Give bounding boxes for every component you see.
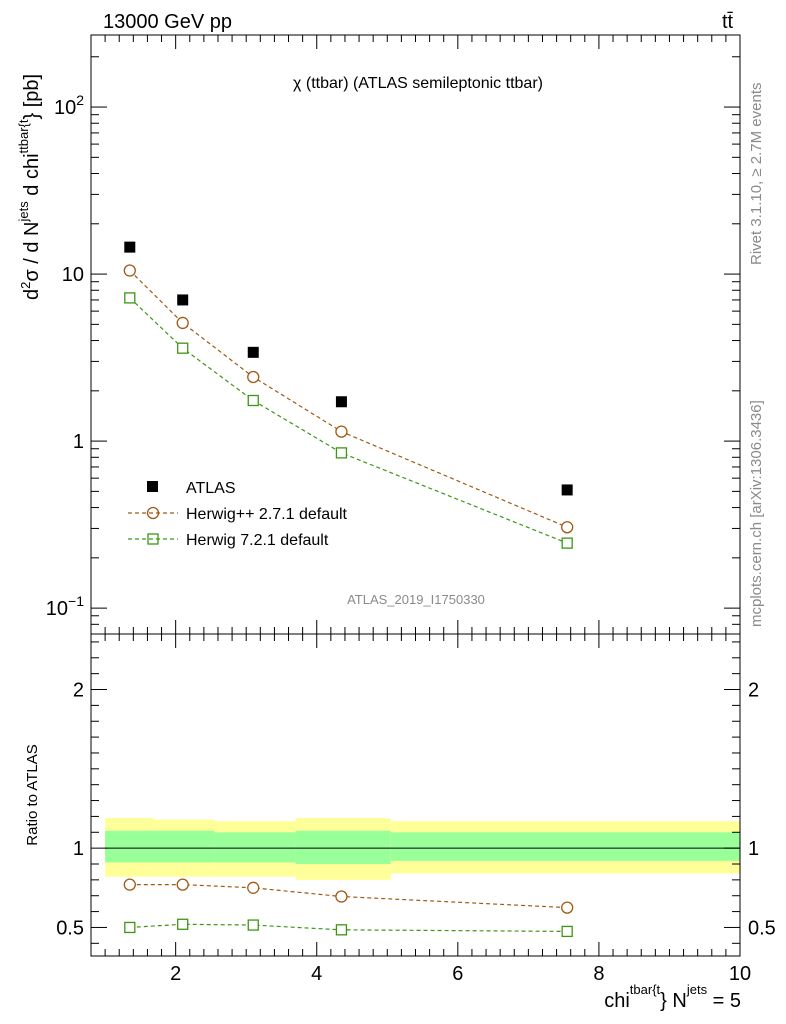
ratio-ytick-label-right: 0.5 (748, 917, 776, 939)
data-point-herwig7 (177, 342, 189, 354)
legend-label-herwigpp: Herwig++ 2.7.1 default (186, 506, 348, 523)
ratio-band-inner (390, 832, 740, 861)
ratio-series (123, 878, 574, 938)
data-point-atlas (247, 346, 259, 358)
ratio-ytick-labels: 0.5 0.5 1 1 2 2 (56, 680, 776, 940)
data-point-herwig7 (335, 447, 348, 459)
ratio-bands (105, 818, 740, 880)
ratio-ytick-label: 0.5 (56, 917, 84, 939)
ratio-band-inner (214, 832, 296, 863)
data-point-atlas (177, 294, 189, 306)
ratio-point-herwigpp (335, 890, 348, 903)
data-point-herwig7 (247, 394, 259, 407)
ratio-point-herwigpp (247, 881, 260, 894)
ratio-xtick-label: 8 (593, 963, 604, 985)
rivet-label: Rivet 3.1.10, ≥ 2.7M events (748, 83, 765, 266)
main-ytick-label: 1 (73, 431, 84, 453)
ratio-band-inner (105, 830, 155, 863)
ratio-point-herwigpp (176, 878, 189, 891)
ratio-frame (90, 633, 741, 957)
main-ytick-labels: 10−1 1 10 102 (46, 92, 84, 620)
ratio-point-herwigpp (561, 901, 574, 914)
data-point-atlas (335, 396, 347, 408)
data-point-herwigpp (335, 425, 348, 438)
ratio-xlabel: chitbar{t} Njets = 5 (604, 982, 741, 1012)
ratio-band-inner (154, 830, 215, 863)
main-series (123, 241, 574, 549)
ratio-point-herwig7 (177, 918, 189, 930)
header-right: tt̄ (722, 11, 734, 33)
data-point-herwigpp (176, 316, 189, 330)
main-ytick-label: 10 (62, 264, 84, 286)
ratio-point-herwig7 (247, 919, 259, 931)
data-point-herwigpp (247, 370, 260, 384)
ratio-point-herwig7 (561, 925, 573, 938)
main-ylabel: d2σ / d Njets d chittbar{t} [pb] (16, 74, 43, 300)
ratio-panel: 0.5 0.5 1 1 2 2 2 4 6 8 10 Ratio to ATLAS chitbar… (24, 633, 776, 1012)
main-panel: χ (ttbar) (ATLAS semileptonic ttbar) ATL… (16, 34, 741, 635)
main-ytick-label: 102 (54, 92, 84, 119)
ratio-point-herwig7 (335, 924, 348, 936)
legend-marker-atlas (147, 481, 158, 492)
ratio-series-line (129, 923, 568, 933)
data-point-herwig7 (561, 537, 573, 549)
ratio-xtick-label: 10 (729, 963, 751, 985)
ratio-xtick-label: 4 (311, 963, 322, 985)
ratio-xtick-labels: 2 4 6 8 10 (170, 963, 751, 985)
data-point-herwigpp (123, 264, 136, 277)
data-point-herwig7 (124, 292, 136, 304)
legend-label-herwig7: Herwig 7.2.1 default (186, 532, 329, 549)
ratio-ytick-label: 2 (73, 680, 84, 702)
ratio-ticks (91, 634, 741, 956)
ratio-xtick-label: 6 (452, 963, 463, 985)
header-left: 13000 GeV pp (103, 11, 232, 33)
main-ticks (91, 35, 741, 635)
ratio-xtick-label: 2 (170, 963, 181, 985)
legend: ATLAS Herwig++ 2.7.1 default Herwig 7.2.… (128, 480, 348, 549)
data-point-atlas (124, 241, 136, 253)
watermark: ATLAS_2019_I1750330 (347, 592, 485, 607)
ratio-ytick-label-right: 1 (748, 838, 759, 860)
legend-marker-herwig7 (147, 533, 159, 545)
ratio-ytick-label: 1 (73, 838, 84, 860)
ratio-point-herwigpp (123, 878, 136, 891)
mcplots-label: mcplots.cern.ch [arXiv:1306.3436] (748, 400, 765, 627)
main-title: χ (ttbar) (ATLAS semileptonic ttbar) (293, 75, 543, 92)
ratio-ytick-label-right: 2 (748, 680, 759, 702)
ratio-point-herwig7 (124, 921, 136, 934)
ratio-series-line (129, 884, 568, 909)
ratio-band-inner (295, 830, 391, 864)
legend-marker-herwigpp (146, 506, 160, 520)
main-series-line (129, 297, 568, 544)
legend-label-atlas: ATLAS (186, 480, 236, 497)
ratio-ylabel: Ratio to ATLAS (24, 744, 41, 845)
data-point-atlas (561, 484, 573, 496)
data-point-herwigpp (561, 521, 574, 534)
main-ytick-label: 10−1 (46, 593, 84, 620)
